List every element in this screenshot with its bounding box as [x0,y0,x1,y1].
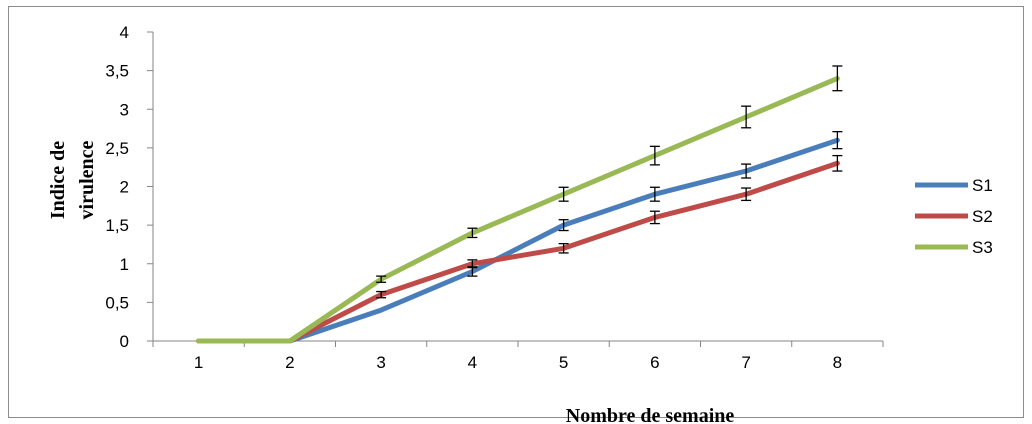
y-tick-label: 1,5 [105,216,129,235]
y-tick-label: 4 [120,23,129,42]
y-tick-label: 3,5 [105,62,129,81]
series-line-s2 [196,160,840,344]
x-tick-label: 2 [285,353,294,372]
x-tick-label: 4 [468,353,477,372]
series-line-s1 [196,137,840,344]
y-axis-title-line-2: virulence [76,140,98,219]
x-tick-label: 1 [194,353,203,372]
x-tick-label: 8 [833,353,842,372]
x-axis-title: Nombre de semaine [566,405,735,424]
x-tick-label: 7 [741,353,750,372]
series-line-s3 [196,75,840,344]
x-tick-label: 5 [559,353,568,372]
x-tick-label: 6 [650,353,659,372]
y-tick-label: 0,5 [105,293,129,312]
series-layer [196,75,840,344]
error-bar-layer [376,65,843,299]
y-tick-label: 0 [120,332,129,351]
legend-label-s1: S1 [972,176,993,195]
y-tick-label: 2,5 [105,139,129,158]
axes: 0 0,5 1 1,5 2 2,5 3 3,5 4 1 2 3 4 5 6 7 8 [105,23,884,372]
legend-label-s2: S2 [972,207,993,226]
y-tick-label: 1 [120,255,129,274]
y-axis-title-line-1: Indice de [47,141,69,219]
y-tick-label: 2 [120,178,129,197]
legend: S1 S2 S3 [915,176,993,257]
legend-label-s3: S3 [972,238,993,257]
y-tick-label: 3 [120,100,129,119]
x-tick-label: 3 [376,353,385,372]
